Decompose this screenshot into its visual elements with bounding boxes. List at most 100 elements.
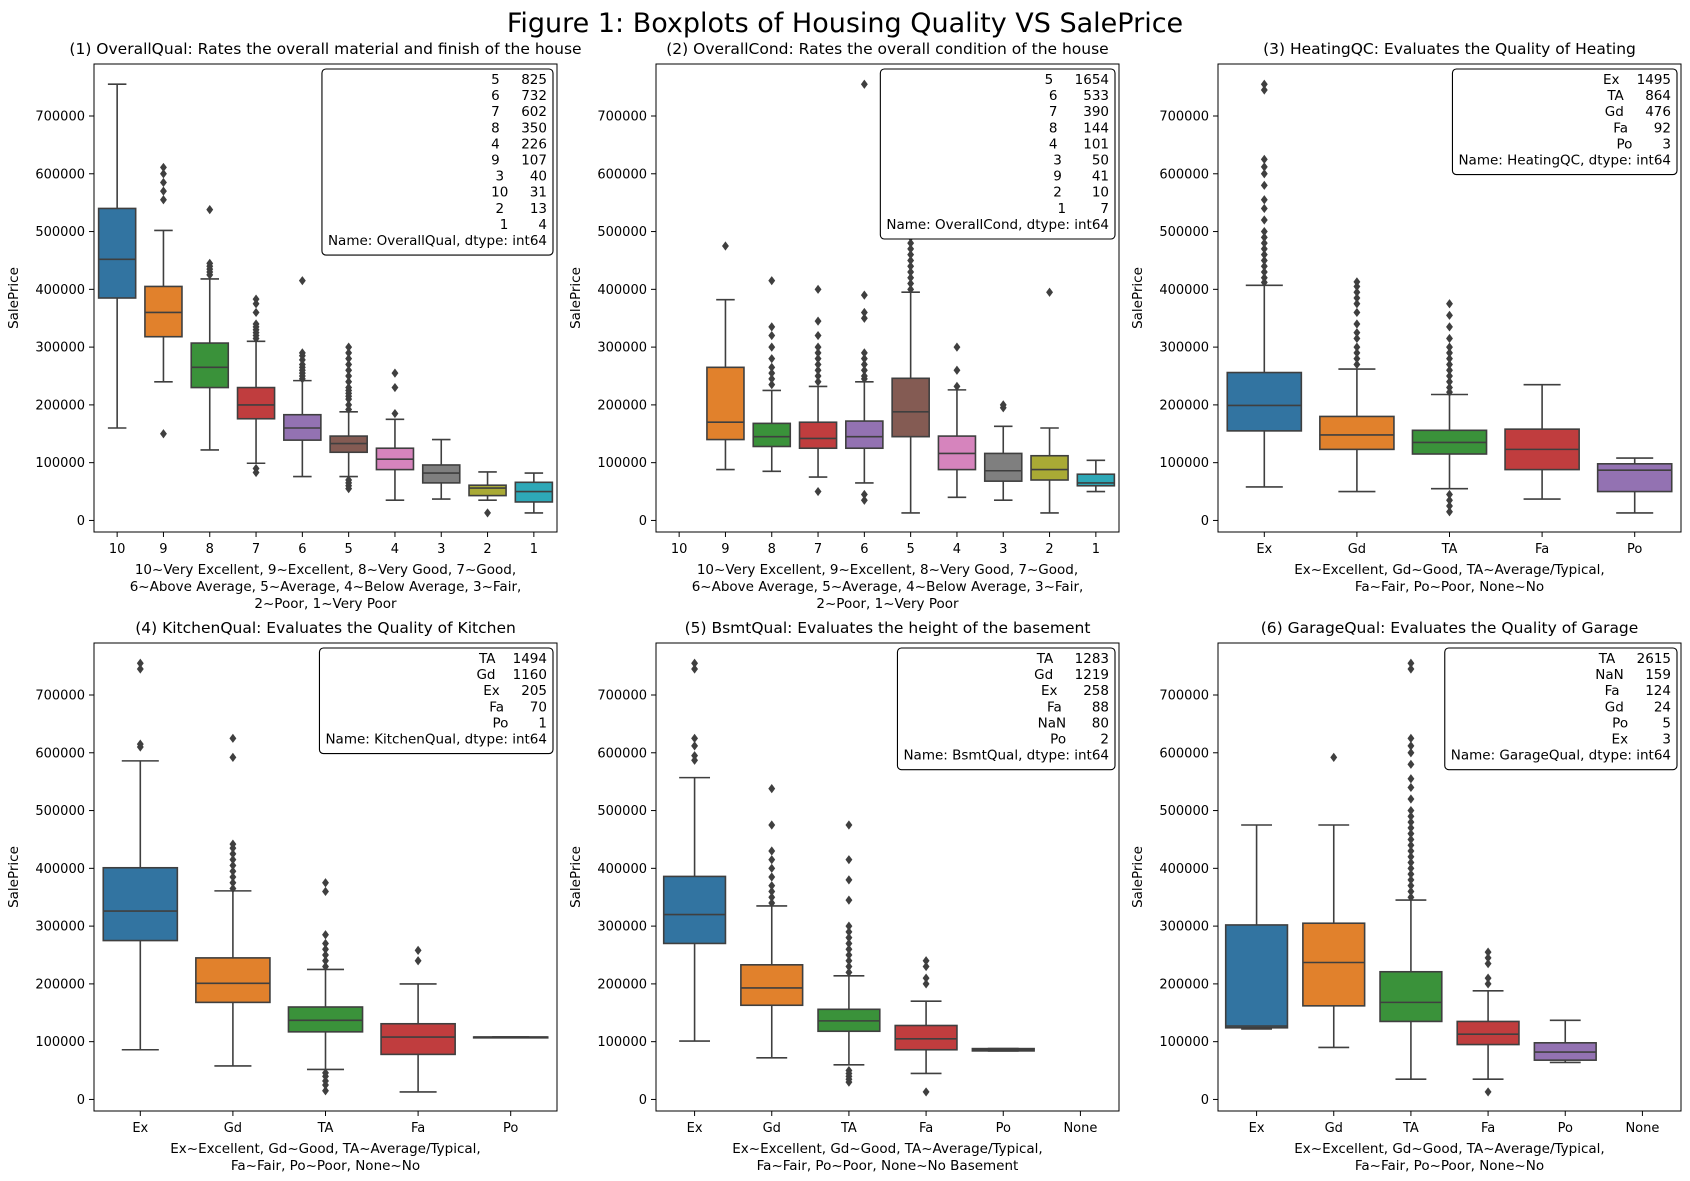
outlier-point [1446, 310, 1453, 320]
box-7 [236, 294, 276, 478]
outlier-point [768, 276, 776, 286]
outlier-point [298, 348, 306, 358]
x-tick-label: TA [1441, 542, 1458, 557]
legend-line: NaN 80 [1038, 715, 1109, 731]
outlier-point [768, 354, 776, 364]
box-4 [937, 342, 977, 499]
outlier-point [136, 739, 144, 749]
box-iqr [891, 377, 930, 438]
box-iqr [1456, 1020, 1520, 1046]
box-TA [1379, 658, 1443, 1081]
outlier-point [322, 878, 329, 888]
outlier-point [206, 258, 214, 268]
outlier-point [322, 886, 329, 897]
x-tick-label: 5 [907, 542, 915, 557]
outlier-point [845, 1065, 853, 1076]
outlier-point [322, 930, 329, 940]
panel-title: (5) BsmtQual: Evaluates the height of th… [685, 619, 1091, 637]
outlier-point [1353, 281, 1361, 292]
outlier-point [1260, 215, 1268, 225]
legend-line: Ex 1495 [1603, 72, 1671, 88]
outlier-point [1260, 267, 1268, 277]
legend-line: 7 602 [491, 104, 547, 120]
outlier-point [1046, 287, 1053, 297]
y-tick-label: 600000 [35, 167, 85, 182]
outlier-point [1260, 169, 1268, 179]
outlier-point [252, 299, 260, 309]
outlier-point [768, 784, 776, 794]
outlier-point [922, 956, 930, 966]
outlier-point [1484, 973, 1492, 983]
outlier-point [1407, 829, 1415, 839]
outlier-point [691, 658, 699, 668]
figure-title: Figure 1: Boxplots of Housing Quality VS… [507, 8, 1183, 39]
box-Ex [662, 658, 727, 1042]
x-tick-label: None [1625, 1121, 1659, 1136]
box-iqr [894, 1024, 958, 1051]
outlier-point [1407, 892, 1415, 902]
legend-line: 8 350 [491, 120, 547, 136]
outlier-point [999, 400, 1007, 410]
y-tick-label: 300000 [35, 920, 85, 935]
outlier-point [922, 979, 930, 989]
x-axis-label-line: Fa~Fair, Po~Poor, None~No [1355, 1158, 1544, 1174]
box-Gd [195, 733, 271, 1067]
plot-frame [93, 642, 558, 1112]
x-axis-label-line: 6~Above Average, 5~Average, 4~Below Aver… [692, 579, 1084, 595]
outlier-point [768, 330, 776, 341]
outlier-point [1407, 811, 1415, 821]
box-iqr [97, 207, 137, 299]
outlier-point [414, 956, 422, 966]
outlier-point [1407, 759, 1415, 769]
y-tick-label: 500000 [1159, 225, 1209, 240]
y-tick-label: 200000 [597, 398, 647, 413]
legend-line: 8 144 [1049, 120, 1109, 136]
x-tick-label: None [1063, 1121, 1097, 1136]
outlier-point [1407, 823, 1415, 833]
legend-line: Po 2 [1050, 732, 1109, 748]
panel-title: (6) GarageQual: Evaluates the Quality of… [1261, 619, 1639, 637]
outlier-point [768, 820, 776, 830]
box-9 [706, 241, 745, 471]
x-tick-label: Po [996, 1121, 1011, 1136]
outlier-point [136, 664, 144, 674]
x-tick-label: 6 [860, 542, 868, 557]
outlier-point [814, 342, 822, 352]
outlier-point [1260, 238, 1268, 248]
outlier-point [1407, 774, 1415, 784]
outlier-point [907, 244, 915, 254]
outlier-point [1446, 365, 1453, 375]
outlier-point [229, 866, 237, 876]
outlier-point [845, 855, 853, 865]
x-tick-label: 8 [768, 542, 776, 557]
outlier-point [1407, 881, 1415, 891]
outlier-point [814, 316, 822, 326]
x-tick-label: Gd [1325, 1121, 1343, 1136]
y-tick-label: 200000 [35, 977, 85, 992]
legend-line: 1 7 [1057, 201, 1109, 217]
y-axis-label: SalePrice [568, 846, 584, 908]
legend-line: 2 13 [495, 201, 547, 217]
box-Ex [1224, 824, 1289, 1030]
outlier-point [1446, 342, 1453, 352]
outlier-point [814, 486, 822, 497]
outlier-point [922, 973, 930, 983]
box-Gd [1302, 752, 1366, 1049]
legend-line: Ex 3 [1612, 732, 1671, 748]
outlier-point [1407, 840, 1415, 850]
x-tick-label: Fa [411, 1121, 425, 1136]
x-tick-label: 10 [109, 542, 126, 557]
legend-line: 1 4 [500, 217, 547, 233]
outlier-point [322, 956, 329, 966]
x-tick-label: Fa [919, 1121, 933, 1136]
outlier-point [1260, 273, 1268, 283]
panel-title: (2) OverallCond: Rates the overall condi… [666, 40, 1108, 58]
outlier-point [907, 261, 915, 271]
legend-line: TA 864 [1606, 88, 1671, 104]
outlier-point [845, 961, 853, 972]
outlier-point [768, 892, 776, 902]
outlier-point [1484, 947, 1492, 957]
